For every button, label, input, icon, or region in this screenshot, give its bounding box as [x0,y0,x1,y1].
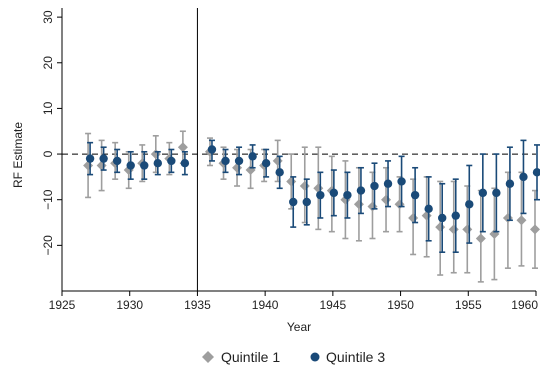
legend-item-quintile-1: Quintile 1 [202,349,280,365]
legend-label-quintile-3: Quintile 3 [326,349,385,365]
data-point [383,179,393,188]
y-axis-ticks: −20 −10 0 10 20 30 [41,10,62,256]
x-tick-label: 1940 [252,298,279,312]
data-point [299,181,310,192]
data-point [261,158,271,168]
y-tick-label: 20 [41,56,55,70]
data-point [435,222,446,233]
data-point [153,158,162,168]
data-point [275,168,284,177]
data-point [408,212,419,223]
data-point [438,213,447,223]
data-point [234,156,244,166]
x-axis-title: Year [287,320,311,334]
data-point [343,190,352,200]
x-axis-ticks: 1925 1930 1935 1940 1945 1950 1955 1960 [49,291,538,312]
data-point [112,156,122,166]
data-point [248,152,257,161]
data-point [289,197,298,207]
y-tick-label: 30 [41,10,55,24]
data-point [207,145,217,154]
reference-lines [62,8,536,291]
legend: Quintile 1 Quintile 3 [202,349,385,365]
series-quintile-3 [85,139,540,254]
data-point [475,233,486,244]
data-point [177,142,188,153]
data-point [367,201,378,212]
data-point [519,172,528,182]
series-layer [83,130,540,283]
data-point [286,176,297,187]
data-point [532,168,540,177]
data-point [451,211,460,220]
data-point [99,154,108,163]
data-point [489,228,500,239]
y-tick-label: 10 [41,101,55,115]
data-point [492,188,501,198]
x-tick-label: 1945 [320,298,347,312]
data-point [370,181,379,191]
legend-item-quintile-3: Quintile 3 [310,349,385,365]
data-point [448,224,459,235]
data-point [329,188,339,198]
data-point [126,161,135,170]
data-point [353,199,364,210]
legend-label-quintile-1: Quintile 1 [221,349,280,365]
y-tick-label: −20 [41,235,55,256]
data-point [505,179,515,188]
x-tick-label: 1955 [455,298,482,312]
x-tick-label: 1930 [116,298,143,312]
data-point [465,200,474,209]
data-point [150,149,161,160]
data-point [394,199,405,210]
data-point [356,186,366,195]
y-tick-label: 0 [41,150,55,157]
data-point [302,197,311,207]
data-point [516,215,527,226]
data-point [245,165,256,176]
data-point [502,212,513,223]
x-tick-label: 1935 [184,298,211,312]
data-point [167,156,176,166]
data-point [316,190,325,200]
data-point [221,156,230,166]
y-tick-label: −10 [41,189,55,210]
x-tick-label: 1950 [387,298,414,312]
data-point [85,154,95,163]
data-point [140,161,149,170]
legend-marker-quintile-3 [310,352,320,362]
y-axis-title: RF Estimate [11,122,25,188]
data-point [381,194,392,205]
data-point [397,177,406,186]
data-point [530,224,540,235]
data-point [180,158,190,168]
legend-marker-quintile-1 [202,351,214,363]
x-tick-label: 1960 [511,298,538,312]
data-point [272,155,283,166]
x-tick-label: 1925 [49,298,76,312]
data-point [424,204,433,214]
data-point [410,190,420,200]
data-point [478,188,488,198]
data-point [462,224,473,235]
